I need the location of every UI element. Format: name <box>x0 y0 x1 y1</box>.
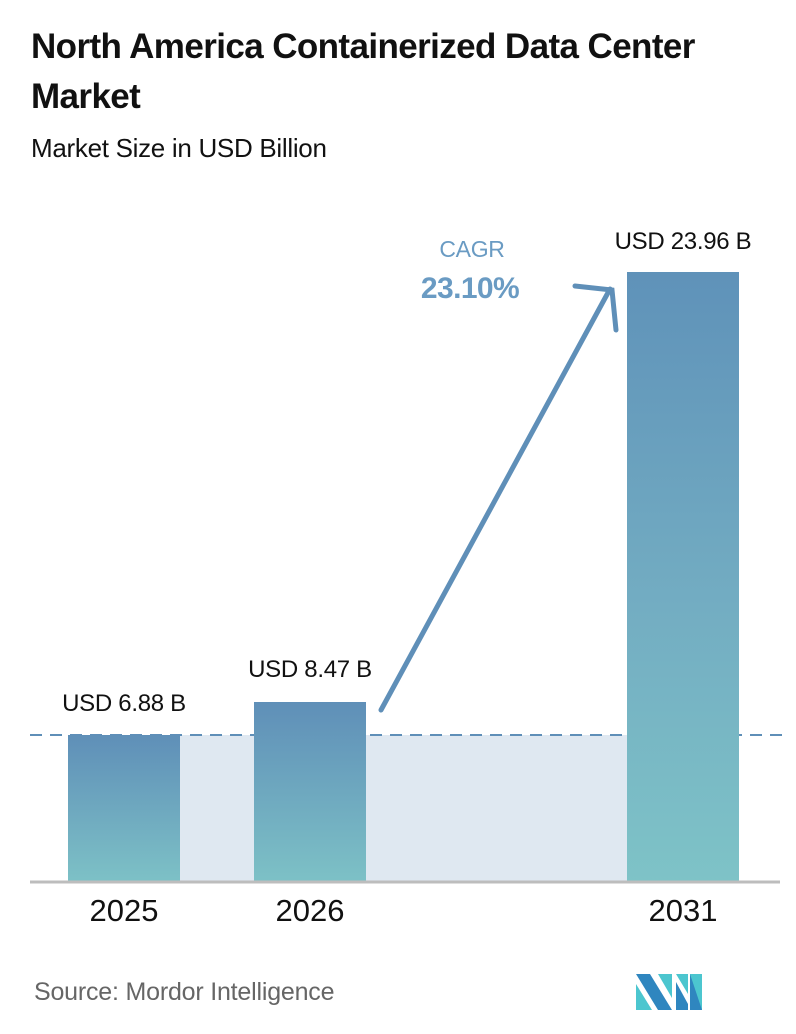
bar-2026 <box>254 702 366 882</box>
x-tick-2031: 2031 <box>648 893 718 928</box>
reference-band <box>180 735 627 882</box>
chart-subtitle: Market Size in USD Billion <box>31 133 327 163</box>
bar-label-2031: USD 23.96 B <box>614 228 752 255</box>
chart-title: North America Containerized Data Center … <box>31 27 695 116</box>
mordor-intelligence-logo-icon <box>636 974 702 1010</box>
x-tick-2025: 2025 <box>89 893 159 928</box>
cagr-value: 23.10% <box>420 272 520 305</box>
x-tick-2026: 2026 <box>275 893 345 928</box>
bar-label-2026: USD 8.47 B <box>248 656 372 683</box>
cagr-label: CAGR <box>439 236 505 262</box>
source-text: Source: Mordor Intelligence <box>34 978 335 1006</box>
bar-2025 <box>68 735 180 882</box>
bar-2031 <box>627 272 739 882</box>
bar-label-2025: USD 6.88 B <box>62 690 186 717</box>
cagr-arrow-icon <box>378 283 619 713</box>
